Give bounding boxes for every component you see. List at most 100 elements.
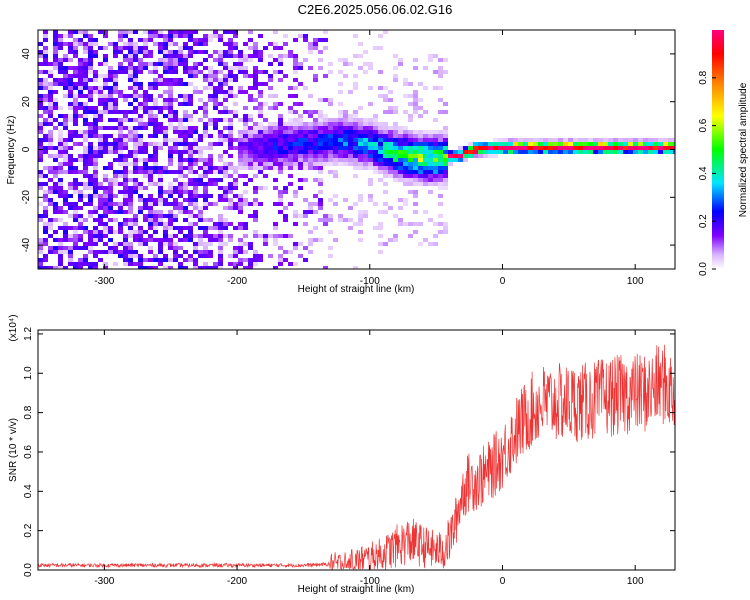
heatmap-cell [358,150,363,154]
heatmap-cell [398,162,403,166]
heatmap-cell [218,138,223,142]
heatmap-cell [408,146,413,150]
heatmap-cell [108,230,113,234]
heatmap-cell [338,110,343,114]
heatmap-cell [38,102,43,106]
heatmap-cell [263,186,268,190]
heatmap-cell [358,158,363,162]
heatmap-cell [423,66,428,70]
heatmap-cell [478,154,483,158]
heatmap-cell [193,74,198,78]
heatmap-cell [383,130,388,134]
heatmap-cell [438,134,443,138]
heatmap-cell [148,258,153,262]
heatmap-cell [138,210,143,214]
heatmap-cell [123,246,128,250]
x-tick-label: -300 [94,576,114,587]
heatmap-cell [53,102,58,106]
heatmap-cell [273,102,278,106]
heatmap-cell [68,186,73,190]
heatmap-cell [103,234,108,238]
heatmap-cell [333,158,338,162]
heatmap-cell [123,186,128,190]
heatmap-cell [408,182,413,186]
heatmap-cell [388,162,393,166]
heatmap-cell [258,70,263,74]
heatmap-cell [293,158,298,162]
heatmap-cell [353,166,358,170]
heatmap-cell [658,150,663,154]
heatmap-cell [78,106,83,110]
heatmap-cell [108,98,113,102]
heatmap-cell [183,206,188,210]
heatmap-cell [118,110,123,114]
heatmap-cell [253,54,258,58]
heatmap-cell [53,202,58,206]
heatmap-cell [128,110,133,114]
heatmap-cell [83,150,88,154]
heatmap-cell [223,242,228,246]
heatmap-cell [133,178,138,182]
heatmap-cell [623,142,628,146]
heatmap-cell [98,222,103,226]
heatmap-cell [113,202,118,206]
heatmap-cell [88,134,93,138]
heatmap-cell [663,146,668,150]
heatmap-cell [383,150,388,154]
heatmap-cell [63,82,68,86]
heatmap-cell [73,50,78,54]
heatmap-cell [53,58,58,62]
heatmap-cell [43,110,48,114]
heatmap-cell [108,146,113,150]
heatmap-cell [258,234,263,238]
heatmap-cell [333,146,338,150]
heatmap-cell [238,210,243,214]
heatmap-cell [468,150,473,154]
heatmap-cell [188,182,193,186]
heatmap-cell [353,150,358,154]
heatmap-cell [273,162,278,166]
heatmap-cell [168,38,173,42]
heatmap-cell [418,166,423,170]
heatmap-cell [423,150,428,154]
heatmap-cell [158,58,163,62]
heatmap-cell [328,126,333,130]
heatmap-cell [138,122,143,126]
heatmap-cell [358,166,363,170]
heatmap-cell [108,110,113,114]
heatmap-cell [288,94,293,98]
heatmap-cell [88,106,93,110]
heatmap-cell [118,90,123,94]
heatmap-cell [108,78,113,82]
heatmap-cell [98,94,103,98]
heatmap-cell [353,118,358,122]
heatmap-cell [308,210,313,214]
heatmap-cell [158,214,163,218]
heatmap-cell [318,118,323,122]
heatmap-cell [283,130,288,134]
heatmap-cell [168,114,173,118]
heatmap-cell [443,134,448,138]
heatmap-cell [408,166,413,170]
heatmap-cell [323,218,328,222]
heatmap-cell [128,130,133,134]
heatmap-cell [58,42,63,46]
heatmap-cell [93,86,98,90]
heatmap-cell [418,106,423,110]
heatmap-cell [118,138,123,142]
heatmap-cell [198,210,203,214]
heatmap-cell [208,202,213,206]
heatmap-cell [83,254,88,258]
heatmap-cell [258,34,263,38]
heatmap-cell [38,114,43,118]
heatmap-cell [133,46,138,50]
heatmap-cell [178,58,183,62]
heatmap-cell [358,142,363,146]
heatmap-cell [393,174,398,178]
heatmap-cell [88,78,93,82]
heatmap-cell [93,174,98,178]
heatmap-cell [163,198,168,202]
heatmap-cell [238,238,243,242]
heatmap-cell [253,230,258,234]
heatmap-cell [108,238,113,242]
